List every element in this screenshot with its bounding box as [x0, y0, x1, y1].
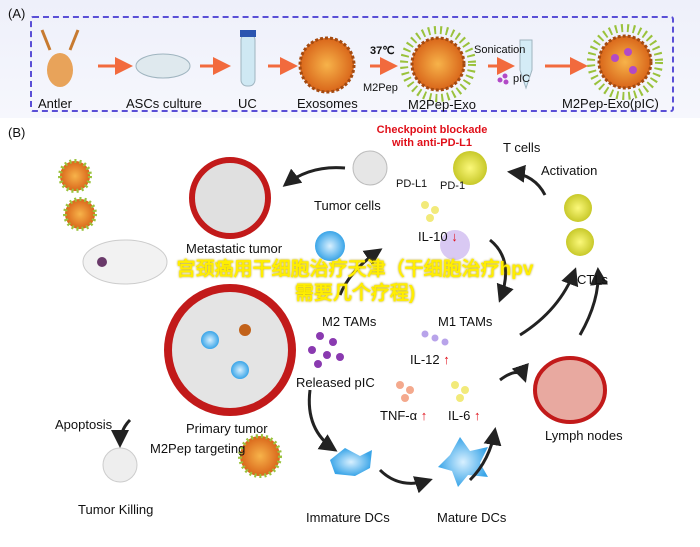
m2pep-targeting-label: M2Pep targeting	[150, 441, 246, 456]
metastatic-tumor	[189, 157, 271, 239]
immature-dcs-label: Immature DCs	[306, 510, 390, 525]
exosome-icon	[298, 36, 356, 94]
mature-dc	[438, 437, 488, 487]
step-antler: Antler	[38, 96, 72, 111]
pd-l1-label: PD-L1	[396, 178, 428, 190]
il10-text: IL-10	[418, 229, 448, 244]
activation-label: Activation	[541, 163, 598, 178]
deer-icon	[40, 29, 80, 87]
step-exosomes: Exosomes	[297, 96, 358, 111]
tumor-cells-label: Tumor cells	[314, 198, 381, 213]
tube-icon	[240, 30, 256, 87]
pic-label: pIC	[513, 73, 531, 85]
panel-a-label: (A)	[8, 6, 26, 21]
up-arrow-icon: ↑	[443, 352, 450, 367]
up-arrow-icon: ↑	[420, 408, 428, 423]
tumor-killing-label: Tumor Killing	[78, 502, 154, 517]
temperature-label: 37℃	[370, 45, 395, 57]
petri-dish-icon	[135, 53, 191, 79]
released-pic-label: Released pIC	[296, 375, 375, 390]
pd-1-label: PD-1	[440, 180, 466, 192]
primary-tumor-label: Primary tumor	[186, 421, 268, 436]
m1-tams-label: M1 TAMs	[438, 314, 493, 329]
panel-b-label: (B)	[8, 125, 26, 140]
m2pep-label: M2Pep	[363, 82, 398, 94]
m1-tam	[440, 230, 470, 260]
ctls-label: CTLs	[577, 272, 609, 287]
sonication-label: Sonication	[474, 44, 526, 56]
lymph-node	[533, 356, 607, 424]
il6-text: IL-6	[448, 408, 471, 423]
eppendorf-tube-icon	[519, 39, 533, 90]
mature-dcs-label: Mature DCs	[437, 510, 507, 525]
il12-label: IL-12 ↑	[410, 352, 450, 367]
down-arrow-icon: ↓	[451, 229, 458, 244]
il6-label: IL-6 ↑	[448, 408, 481, 423]
apoptosis-label: Apoptosis	[55, 417, 113, 432]
workflow-box	[30, 16, 674, 112]
lymph-nodes-label: Lymph nodes	[545, 428, 623, 443]
metastatic-tumor-label: Metastatic tumor	[186, 241, 283, 256]
step-m2pep-exo-pic: M2Pep-Exo(pIC)	[562, 96, 659, 111]
step-ascs-culture: ASCs culture	[126, 96, 202, 111]
mouse-icon	[82, 239, 168, 285]
immature-dc	[330, 448, 372, 476]
flow-arrows	[111, 164, 608, 494]
t-cells-label: T cells	[503, 140, 541, 155]
released-pic-dots	[308, 332, 344, 368]
tumor-cell	[352, 150, 388, 186]
m2-tams-label: M2 TAMs	[322, 314, 377, 329]
step-m2pep-exo: M2Pep-Exo	[408, 97, 476, 112]
m2pep-exo-icon	[400, 26, 476, 102]
tumor-killing-cell	[102, 447, 138, 483]
t-cell	[453, 151, 487, 185]
tnf-text: TNF-α	[380, 408, 418, 423]
m2-tam	[315, 231, 345, 261]
il12-text: IL-12	[410, 352, 440, 367]
primary-tumor	[164, 284, 296, 416]
il10-label: IL-10 ↓	[418, 229, 458, 244]
checkpoint-label: Checkpoint blockade with anti-PD-L1	[376, 124, 488, 149]
step-uc: UC	[238, 96, 257, 111]
watermark: 宫颈癌用干细胞治疗天津（干细胞治疗hpv需要几个疗程)	[176, 259, 534, 304]
tnf-label: TNF-α ↑	[380, 408, 427, 423]
m2pep-exo-pic-icon	[587, 24, 663, 100]
up-arrow-icon: ↑	[474, 408, 481, 423]
